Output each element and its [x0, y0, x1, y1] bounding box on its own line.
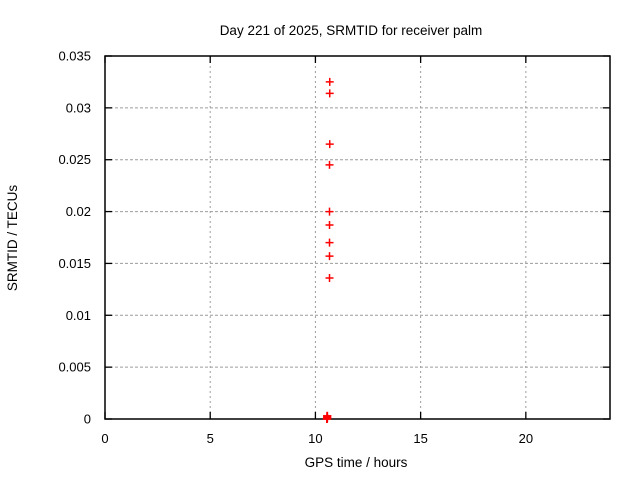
data-points-layer — [322, 77, 334, 423]
chart-title: Day 221 of 2025, SRMTID for receiver pal… — [220, 23, 483, 38]
y-tick-label: 0.03 — [66, 100, 91, 115]
data-point-marker — [325, 252, 334, 261]
data-point-marker — [325, 160, 334, 169]
label-layer: Day 221 of 2025, SRMTID for receiver pal… — [5, 23, 482, 470]
data-point-marker — [325, 207, 334, 216]
y-axis-label: SRMTID / TECUs — [5, 185, 20, 292]
data-point-marker — [323, 411, 332, 420]
tick-layer — [104, 55, 610, 420]
y-tick-label: 0 — [84, 412, 91, 427]
data-point-marker — [325, 140, 334, 149]
x-tick-label: 10 — [308, 431, 322, 446]
y-tick-label: 0.01 — [66, 308, 91, 323]
y-tick-label: 0.015 — [58, 256, 91, 271]
x-axis-label: GPS time / hours — [305, 455, 408, 470]
y-tick-label: 0.02 — [66, 204, 91, 219]
data-point-marker — [325, 89, 334, 98]
y-tick-label: 0.025 — [58, 152, 91, 167]
x-tick-label: 15 — [413, 431, 427, 446]
plot-border — [104, 55, 611, 420]
data-point-marker — [325, 77, 334, 86]
data-point-marker — [325, 221, 334, 230]
data-point-marker — [325, 238, 334, 247]
data-point-marker — [325, 273, 334, 282]
y-tick-labels: 0 0.005 0.01 0.015 0.02 0.025 0.03 0.035 — [58, 49, 91, 427]
x-tick-label: 0 — [101, 431, 108, 446]
x-tick-label: 5 — [207, 431, 214, 446]
grid-layer — [104, 55, 610, 420]
x-tick-label: 20 — [519, 431, 533, 446]
x-tick-labels: 0 5 10 15 20 — [101, 431, 533, 446]
y-tick-label: 0.005 — [58, 360, 91, 375]
y-tick-label: 0.035 — [58, 49, 91, 64]
